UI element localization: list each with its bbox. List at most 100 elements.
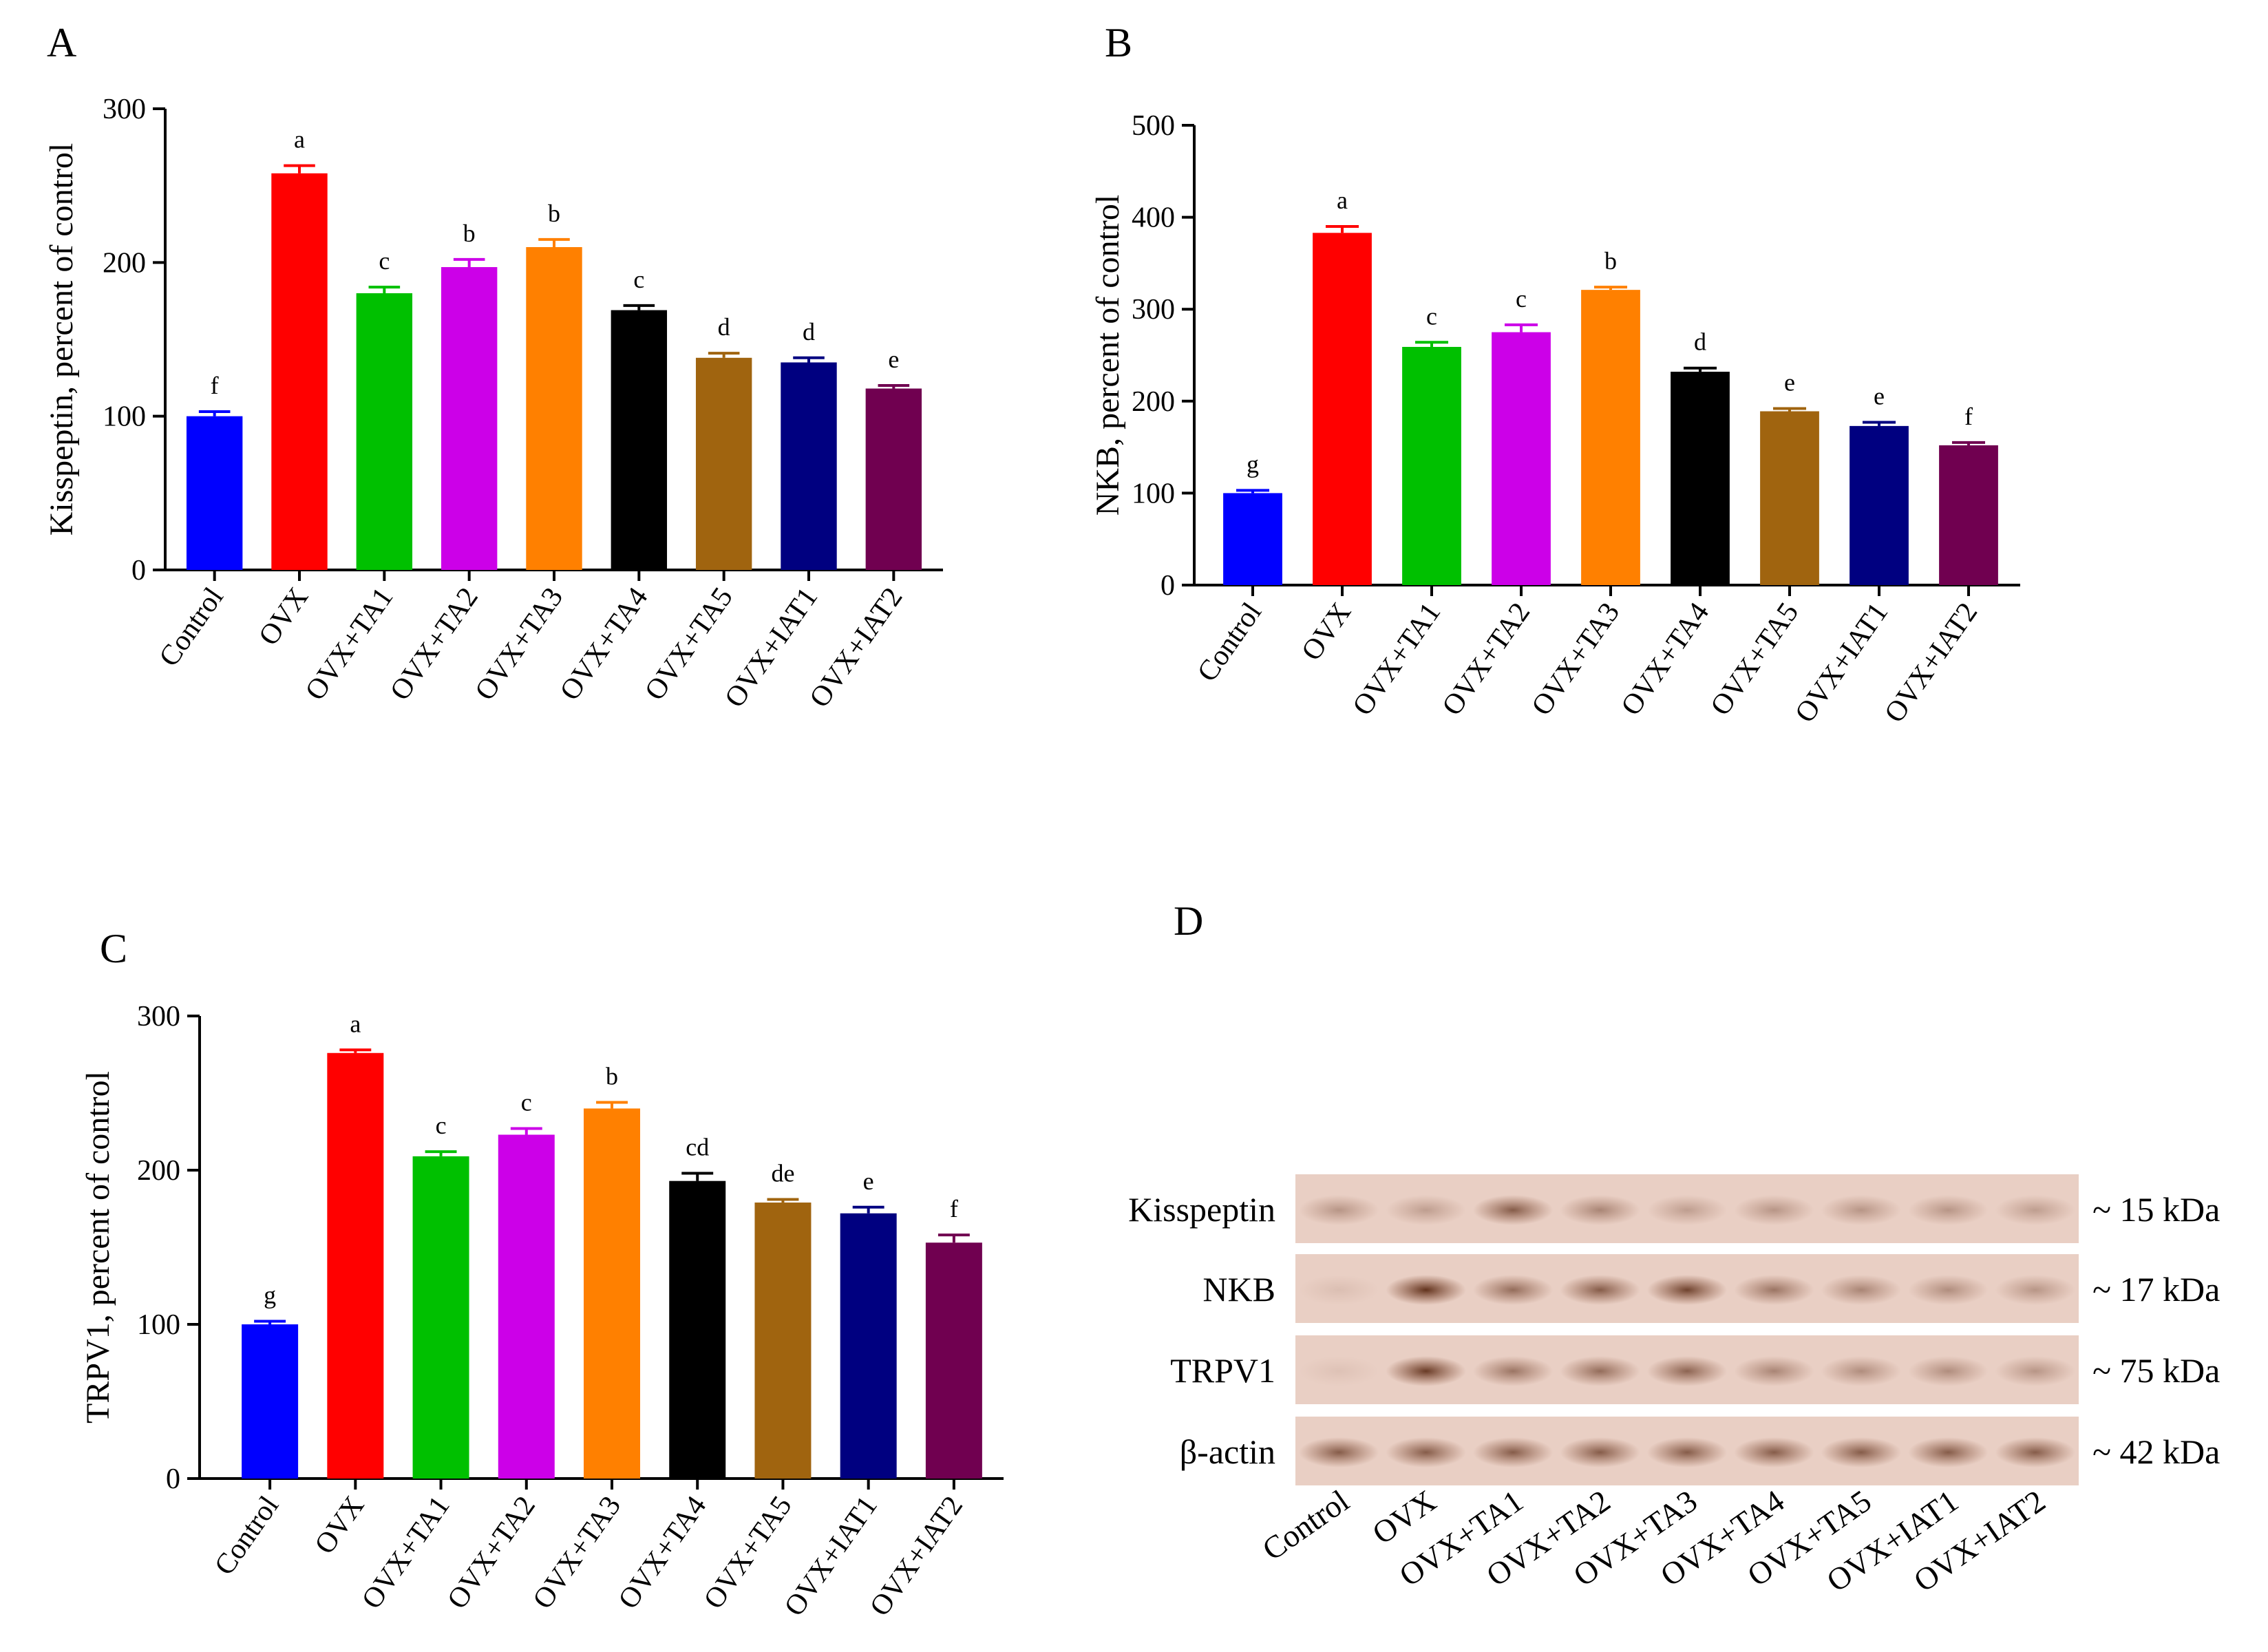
blot-size-label: ~ 75 kDa bbox=[2092, 1351, 2220, 1390]
bar-c-3 bbox=[498, 1134, 555, 1479]
y-tick-label: 200 bbox=[103, 247, 146, 279]
x-tick-label: OVX bbox=[1295, 597, 1357, 666]
blot-band bbox=[1821, 1356, 1902, 1386]
significance-label: g bbox=[1247, 450, 1259, 478]
blot-band bbox=[1821, 1437, 1902, 1468]
y-tick-label: 500 bbox=[1132, 110, 1175, 142]
blot-size-label: ~ 42 kDa bbox=[2092, 1432, 2220, 1471]
blot-band bbox=[1908, 1275, 1989, 1305]
bar-b-8 bbox=[1939, 445, 1998, 585]
blot-row-label: TRPV1 bbox=[1170, 1351, 1275, 1390]
chart-panel-b: 0 100 200 300 400 500 NKB, percent of control g… bbox=[1090, 110, 2020, 728]
significance-label: c bbox=[436, 1112, 447, 1139]
blot-band bbox=[1472, 1195, 1554, 1225]
chart-panel-a: 0 100 200 300 Kisspeptin, percent of control… bbox=[43, 94, 943, 713]
significance-label: c bbox=[1516, 285, 1527, 313]
y-tick-label: 300 bbox=[103, 94, 146, 125]
bar-a-8 bbox=[865, 388, 922, 570]
significance-label: g bbox=[264, 1282, 276, 1309]
x-tick-label: OVX bbox=[309, 1490, 371, 1560]
bar-c-2 bbox=[412, 1156, 469, 1479]
significance-label: e bbox=[1784, 368, 1795, 396]
x-tick-label: OVX+TA1 bbox=[1346, 597, 1447, 721]
significance-label: a bbox=[350, 1010, 361, 1037]
significance-label: f bbox=[211, 372, 219, 399]
western-blot-panel-d: Kisspeptin ~ 15 kDa NKB ~ 17 kDa TRPV1 ~ 75 k… bbox=[1128, 1174, 2220, 1598]
blot-band bbox=[1560, 1195, 1640, 1225]
x-tick-label: OVX+TA3 bbox=[1525, 597, 1626, 721]
blot-band bbox=[1299, 1356, 1379, 1386]
blot-band bbox=[1386, 1195, 1466, 1225]
bar-a-6 bbox=[695, 357, 752, 570]
x-tick-label: Control bbox=[153, 582, 230, 673]
significance-label: de bbox=[771, 1160, 794, 1187]
bar-a-4 bbox=[526, 247, 582, 570]
blot-band bbox=[1472, 1275, 1554, 1305]
y-tick-label: 300 bbox=[1132, 294, 1175, 326]
y-axis-label-c: TRPV1, percent of control bbox=[80, 1071, 116, 1423]
x-tick-label: OVX+TA4 bbox=[1615, 597, 1715, 721]
panel-letter-a: A bbox=[47, 20, 76, 65]
significance-label: c bbox=[379, 247, 390, 275]
blot-band bbox=[1995, 1437, 2075, 1468]
bar-b-2 bbox=[1402, 346, 1461, 585]
bar-c-6 bbox=[754, 1203, 812, 1479]
bar-c-5 bbox=[669, 1180, 726, 1479]
x-tick-label: Control bbox=[1191, 597, 1268, 688]
bar-b-7 bbox=[1850, 425, 1909, 585]
blot-band bbox=[1386, 1275, 1466, 1305]
blot-band bbox=[1908, 1437, 1989, 1468]
y-tick-label: 100 bbox=[137, 1309, 180, 1341]
significance-label: cd bbox=[686, 1133, 709, 1161]
y-tick-label: 0 bbox=[166, 1463, 180, 1495]
panel-letter-d: D bbox=[1174, 898, 1203, 944]
y-tick-label: 300 bbox=[137, 1001, 180, 1032]
blot-band bbox=[1995, 1356, 2075, 1386]
bar-c-8 bbox=[925, 1242, 982, 1479]
chart-panel-c: 0 100 200 300 TRPV1, percent of control g Cont… bbox=[80, 1001, 1004, 1622]
blot-band bbox=[1386, 1437, 1466, 1468]
blot-band bbox=[1646, 1275, 1728, 1305]
significance-label: e bbox=[863, 1167, 874, 1195]
significance-label: b bbox=[548, 200, 560, 227]
bar-a-0 bbox=[186, 416, 243, 570]
bar-a-7 bbox=[781, 362, 837, 570]
blot-lane-label: Control bbox=[1256, 1483, 1355, 1567]
x-tick-label: OVX+TA2 bbox=[1436, 597, 1536, 721]
significance-label: e bbox=[888, 346, 899, 373]
significance-label: c bbox=[521, 1089, 532, 1116]
blot-band bbox=[1560, 1437, 1640, 1468]
panel-letter-c: C bbox=[100, 926, 127, 971]
blot-row-label: Kisspeptin bbox=[1128, 1190, 1275, 1229]
y-tick-label: 200 bbox=[1132, 386, 1175, 418]
significance-label: d bbox=[1694, 328, 1706, 356]
y-axis-label-b: NKB, percent of control bbox=[1090, 195, 1126, 516]
significance-label: f bbox=[1964, 403, 1973, 430]
bar-b-3 bbox=[1492, 332, 1551, 585]
significance-label: f bbox=[950, 1195, 958, 1222]
blot-band bbox=[1734, 1195, 1814, 1225]
x-tick-label: OVX bbox=[253, 582, 315, 651]
y-tick-label: 200 bbox=[137, 1155, 180, 1187]
blot-band bbox=[1560, 1275, 1640, 1305]
bar-a-5 bbox=[611, 310, 668, 570]
bar-a-1 bbox=[271, 173, 328, 571]
bar-b-5 bbox=[1671, 372, 1730, 585]
blot-band bbox=[1299, 1275, 1379, 1305]
significance-label: b bbox=[463, 220, 476, 247]
blot-row-label: NKB bbox=[1202, 1270, 1275, 1309]
x-tick-label: OVX+IAT1 bbox=[1789, 597, 1894, 728]
significance-label: c bbox=[633, 266, 644, 293]
blot-band bbox=[1646, 1356, 1728, 1386]
blot-band bbox=[1908, 1356, 1989, 1386]
blot-band bbox=[1821, 1195, 1902, 1225]
bar-c-1 bbox=[327, 1052, 384, 1479]
blot-size-label: ~ 15 kDa bbox=[2092, 1190, 2220, 1229]
blot-band bbox=[1646, 1195, 1728, 1225]
blot-band bbox=[1299, 1437, 1379, 1468]
x-tick-label: Control bbox=[209, 1490, 285, 1581]
blot-band bbox=[1995, 1275, 2075, 1305]
blot-band bbox=[1299, 1195, 1379, 1225]
bar-c-4 bbox=[584, 1108, 640, 1479]
